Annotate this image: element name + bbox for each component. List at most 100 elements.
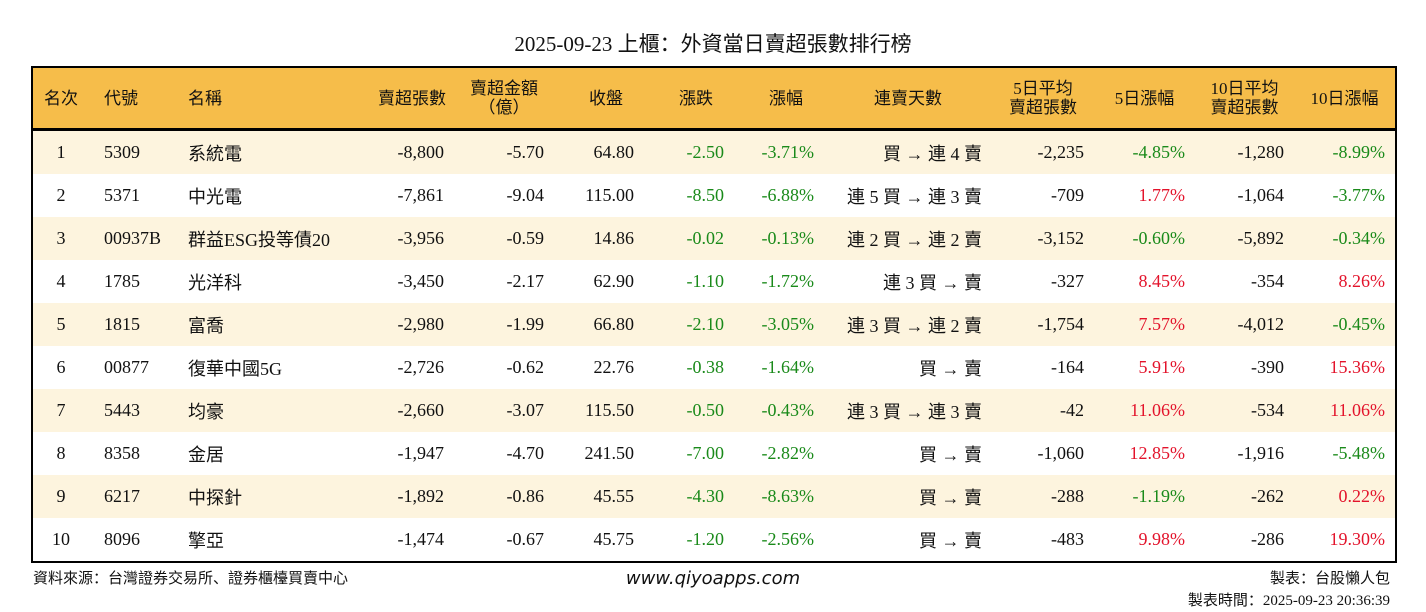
close-cell: 45.55 bbox=[593, 486, 635, 506]
change-cell: -7.00 bbox=[686, 443, 725, 463]
code-cell: 8096 bbox=[104, 529, 140, 549]
rank-cell: 6 bbox=[56, 357, 66, 377]
col-pct5: 5日漲幅 bbox=[1094, 67, 1195, 131]
pct5-cell: 9.98% bbox=[1138, 529, 1186, 549]
col-rank: 名次 bbox=[32, 67, 89, 131]
net-sell-cell: -3,450 bbox=[397, 271, 445, 291]
streak-cell: 買 → 賣 bbox=[919, 530, 982, 551]
col-name: 名稱 bbox=[181, 67, 351, 131]
table-row: 1 5309 系統電 -8,800 -5.70 64.80 -2.50 -3.71% 買 → 連… bbox=[32, 129, 1396, 174]
avg5-cell: -3,152 bbox=[1037, 228, 1085, 248]
amount-cell: -5.70 bbox=[506, 142, 545, 162]
amount-cell: -0.59 bbox=[506, 228, 545, 248]
net-sell-cell: -8,800 bbox=[397, 142, 445, 162]
table-row: 8 8358 金居 -1,947 -4.70 241.50 -7.00 -2.82% 買 → 賣… bbox=[32, 432, 1396, 475]
col-net-sell: 賣超張數 bbox=[351, 67, 454, 131]
pct10-cell: -5.48% bbox=[1332, 443, 1386, 463]
pct5-cell: 5.91% bbox=[1138, 357, 1186, 377]
code-cell: 1785 bbox=[104, 271, 140, 291]
amount-cell: -1.99 bbox=[506, 314, 545, 334]
pct5-cell: 12.85% bbox=[1129, 443, 1186, 463]
change-cell: -2.50 bbox=[686, 142, 725, 162]
avg5-cell: -288 bbox=[1051, 486, 1084, 506]
code-cell: 5443 bbox=[104, 400, 140, 420]
change-pct-cell: -1.64% bbox=[761, 357, 815, 377]
pct5-cell: 7.57% bbox=[1138, 314, 1186, 334]
col-avg10: 10日平均 賣超張數 bbox=[1195, 67, 1294, 131]
avg10-cell: -5,892 bbox=[1237, 228, 1285, 248]
table-row: 6 00877 復華中國5G -2,726 -0.62 22.76 -0.38 -1.64% 買… bbox=[32, 346, 1396, 389]
change-cell: -1.20 bbox=[686, 529, 725, 549]
name-cell: 均豪 bbox=[188, 401, 224, 422]
net-sell-cell: -1,892 bbox=[397, 486, 445, 506]
pct5-cell: 1.77% bbox=[1138, 185, 1186, 205]
name-cell: 富喬 bbox=[188, 315, 224, 336]
close-cell: 64.80 bbox=[593, 142, 635, 162]
amount-cell: -0.62 bbox=[506, 357, 545, 377]
col-avg5-line1: 5日平均 bbox=[1013, 79, 1073, 98]
table-row: 4 1785 光洋科 -3,450 -2.17 62.90 -1.10 -1.72% 連 3 買… bbox=[32, 260, 1396, 303]
net-sell-cell: -2,726 bbox=[397, 357, 445, 377]
change-cell: -0.02 bbox=[686, 228, 725, 248]
change-cell: -1.10 bbox=[686, 271, 725, 291]
avg10-cell: -354 bbox=[1251, 271, 1284, 291]
pct10-cell: -0.34% bbox=[1332, 228, 1386, 248]
pct10-cell: -0.45% bbox=[1332, 314, 1386, 334]
net-sell-cell: -2,980 bbox=[397, 314, 445, 334]
generated-time: 製表時間：2025-09-23 20:36:39 bbox=[1187, 593, 1390, 609]
streak-cell: 連 5 買 → 連 3 賣 bbox=[847, 186, 982, 207]
table-row: 2 5371 中光電 -7,861 -9.04 115.00 -8.50 -6.88% 連 5 … bbox=[32, 174, 1396, 217]
name-cell: 復華中國5G bbox=[188, 358, 282, 379]
change-pct-cell: -2.56% bbox=[761, 529, 815, 549]
avg5-cell: -1,754 bbox=[1037, 314, 1085, 334]
avg10-cell: -1,280 bbox=[1237, 142, 1285, 162]
col-change-pct: 漲幅 bbox=[734, 67, 824, 131]
data-source: 資料來源：台灣證券交易所、證券櫃檯買賣中心 bbox=[33, 571, 349, 587]
net-sell-cell: -7,861 bbox=[397, 185, 445, 205]
pct5-cell: 8.45% bbox=[1138, 271, 1186, 291]
pct5-cell: -1.19% bbox=[1132, 486, 1186, 506]
col-avg10-line2: 賣超張數 bbox=[1210, 98, 1279, 117]
table-row: 3 00937B 群益ESG投等債20 -3,956 -0.59 14.86 -0.02 -0… bbox=[32, 217, 1396, 260]
col-pct10: 10日漲幅 bbox=[1294, 67, 1396, 131]
pct5-cell: -0.60% bbox=[1132, 228, 1186, 248]
change-pct-cell: -6.88% bbox=[761, 185, 815, 205]
code-cell: 00877 bbox=[104, 357, 149, 377]
close-cell: 14.86 bbox=[593, 228, 635, 248]
change-cell: -0.50 bbox=[686, 400, 725, 420]
col-code: 代號 bbox=[89, 67, 181, 131]
net-sell-cell: -1,474 bbox=[397, 529, 445, 549]
rank-cell: 10 bbox=[52, 529, 70, 549]
streak-cell: 買 → 賣 bbox=[919, 444, 982, 465]
col-amount: 賣超金額 （億） bbox=[454, 67, 554, 131]
avg10-cell: -390 bbox=[1251, 357, 1284, 377]
table-row: 10 8096 擎亞 -1,474 -0.67 45.75 -1.20 -2.56% 買 → 賣… bbox=[32, 518, 1396, 562]
close-cell: 45.75 bbox=[593, 529, 635, 549]
amount-cell: -4.70 bbox=[506, 443, 545, 463]
avg10-cell: -4,012 bbox=[1237, 314, 1285, 334]
net-sell-cell: -2,660 bbox=[397, 400, 445, 420]
pct10-cell: 8.26% bbox=[1338, 271, 1386, 291]
col-avg10-line1: 10日平均 bbox=[1210, 79, 1279, 98]
amount-cell: -0.86 bbox=[506, 486, 545, 506]
streak-cell: 連 2 買 → 連 2 賣 bbox=[847, 229, 982, 250]
streak-cell: 買 → 連 4 賣 bbox=[883, 143, 982, 164]
header-row: 名次 代號 名稱 賣超張數 賣超金額 （億） 收盤 漲跌 漲幅 連賣天數 5日平均… bbox=[32, 67, 1396, 131]
name-cell: 光洋科 bbox=[188, 272, 242, 293]
table-row: 5 1815 富喬 -2,980 -1.99 66.80 -2.10 -3.05% 連 3 買 … bbox=[32, 303, 1396, 346]
close-cell: 115.50 bbox=[585, 400, 634, 420]
code-cell: 1815 bbox=[104, 314, 140, 334]
change-pct-cell: -2.82% bbox=[761, 443, 815, 463]
amount-cell: -2.17 bbox=[506, 271, 545, 291]
streak-cell: 連 3 買 → 連 3 賣 bbox=[847, 401, 982, 422]
rank-cell: 2 bbox=[56, 185, 66, 205]
col-amount-line2: （億） bbox=[478, 98, 530, 117]
website-link[interactable]: www.qiyoapps.com bbox=[625, 568, 801, 589]
rank-cell: 4 bbox=[56, 271, 66, 291]
change-cell: -0.38 bbox=[686, 357, 725, 377]
change-cell: -4.30 bbox=[686, 486, 725, 506]
col-avg5: 5日平均 賣超張數 bbox=[992, 67, 1094, 131]
change-cell: -8.50 bbox=[686, 185, 725, 205]
streak-cell: 買 → 賣 bbox=[919, 487, 982, 508]
col-streak: 連賣天數 bbox=[824, 67, 992, 131]
